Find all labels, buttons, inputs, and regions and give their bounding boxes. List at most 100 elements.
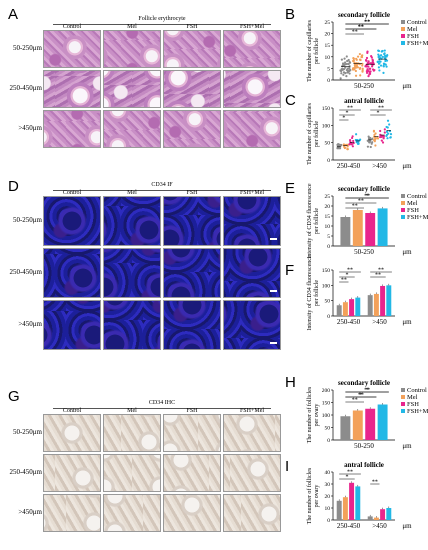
legend-swatch-B	[401, 41, 405, 45]
scatter-point-B-FSH	[365, 59, 368, 62]
legend-label-B: FSH+Mel	[407, 40, 428, 47]
scatter-point-B-Control	[348, 66, 351, 70]
sig-mark-F: **	[375, 273, 381, 279]
bar-E-Mel	[352, 210, 363, 246]
micrograph-G-r1-c1	[103, 454, 161, 492]
scatter-point-C-Mel	[373, 135, 376, 138]
micrograph-A-r1-c1	[103, 70, 161, 108]
chart-title-C: antral follicle	[344, 97, 384, 105]
sig-mark-F: **	[341, 278, 347, 284]
chart-title-E: secondary follicle	[338, 185, 390, 193]
y-axis-label-E-1: Intensity of CD34 fluorescence	[306, 183, 313, 258]
scatter-point-C-FSH	[383, 128, 386, 131]
x-tick-label-E: 50-250	[354, 248, 374, 256]
y-tick-label-H: 50	[325, 426, 331, 432]
scatter-point-B-Mel	[359, 74, 362, 77]
y-tick-label-I: 30	[325, 482, 331, 488]
bar-E-FSH+Mel	[377, 208, 388, 246]
panel-title-rule-G	[53, 408, 271, 409]
scatter-point-B-FSH+Mel	[383, 62, 386, 66]
panel-letter-C: C	[285, 92, 296, 109]
scatter-point-B-FSH	[367, 65, 370, 68]
scatter-point-B-Control	[339, 77, 342, 80]
scatter-point-B-FSH	[370, 54, 373, 58]
y-tick-label-E: 25	[325, 194, 331, 200]
y-tick-label-F: 100	[322, 283, 331, 289]
bar-I-FSH+Mel	[386, 508, 392, 520]
bar-F-Control	[367, 295, 373, 316]
legend-label-E: FSH+Mel	[407, 214, 428, 221]
scatter-point-C-FSH+Mel	[386, 137, 389, 140]
scatter-point-B-Mel	[360, 54, 364, 57]
x-unit-I: μm	[402, 522, 412, 530]
scatter-point-B-Control	[348, 69, 351, 72]
legend-swatch-B	[401, 27, 405, 31]
panel-title-G: CD34 IHC	[148, 400, 176, 406]
panel-letter-A: A	[8, 6, 19, 23]
scatter-point-B-Mel	[358, 63, 361, 66]
y-tick-label-E: 10	[325, 224, 331, 230]
panel-title-A: Follicle erythrocyte	[138, 16, 186, 22]
micrograph-G-r2-c2	[163, 494, 221, 532]
scatter-point-B-FSH+Mel	[381, 55, 385, 59]
legend-label-E: Mel	[407, 200, 418, 207]
y-tick-label-H: 0	[327, 438, 330, 444]
y-axis-label-I-2: per ovary	[314, 485, 320, 508]
scatter-point-B-FSH	[367, 75, 370, 78]
y-tick-label-C: 150	[322, 106, 331, 112]
x-tick-label-C: 250-450	[337, 162, 361, 170]
scatter-point-C-FSH+Mel	[355, 133, 358, 136]
panel-letter-H: H	[285, 374, 296, 391]
y-tick-label-B: 10	[325, 55, 331, 61]
scatter-point-C-FSH+Mel	[356, 139, 360, 142]
row-label-A-0: 50-250μm	[12, 44, 42, 52]
y-tick-label-H: 100	[322, 413, 331, 419]
scatter-point-C-Mel	[373, 133, 376, 136]
micrograph-G-r2-c3	[223, 494, 281, 532]
column-label-D-1: Mel	[127, 190, 137, 196]
row-label-G-2: >450μm	[18, 508, 42, 516]
scatter-point-B-Control	[342, 64, 346, 67]
micrograph-G-r1-c2	[163, 454, 221, 492]
scatter-point-B-Mel	[356, 55, 360, 58]
y-tick-label-C: 0	[327, 158, 330, 164]
sig-mark-I: **	[347, 470, 353, 476]
panel-letter-G: G	[8, 388, 20, 405]
scatter-point-C-FSH+Mel	[355, 141, 358, 144]
scatter-point-B-Control	[340, 58, 343, 61]
x-tick-label-H: 50-250	[354, 442, 374, 450]
micrograph-D-r0-c2	[163, 196, 221, 246]
bar-H-FSH	[365, 408, 376, 440]
legend-swatch-H	[401, 409, 405, 413]
sig-mark-E: **	[352, 204, 358, 210]
scatter-point-B-FSH+Mel	[383, 49, 386, 52]
column-label-G-2: FSH	[186, 408, 198, 414]
scatter-point-C-FSH+Mel	[389, 136, 392, 139]
bar-F-Mel	[373, 293, 379, 316]
scatter-point-B-Mel	[353, 64, 357, 67]
scatter-point-B-FSH+Mel	[379, 54, 382, 57]
micrograph-G-r0-c1	[103, 414, 161, 452]
micrograph-G-r0-c0	[43, 414, 101, 452]
scatter-point-B-Mel	[358, 52, 361, 56]
y-tick-label-F: 0	[327, 314, 330, 320]
bar-I-FSH+Mel	[355, 486, 361, 520]
scatter-point-C-FSH+Mel	[389, 133, 393, 136]
bar-E-FSH	[365, 213, 376, 246]
y-axis-label-C-2: per follicle	[313, 121, 320, 147]
scatter-point-B-Mel	[358, 67, 361, 71]
legend-label-B: FSH	[407, 33, 419, 40]
legend-swatch-E	[401, 201, 405, 205]
scatter-point-B-FSH	[367, 70, 370, 73]
scatter-point-C-Control	[369, 145, 372, 149]
legend-label-H: FSH+Mel	[407, 408, 428, 415]
scatter-point-B-Control	[344, 66, 347, 69]
scatter-point-B-FSH	[368, 72, 372, 75]
scatter-point-B-Control	[345, 55, 348, 58]
bar-F-FSH+Mel	[355, 297, 361, 316]
sig-mark-E: **	[358, 199, 364, 205]
scatter-point-B-FSH+Mel	[379, 64, 383, 67]
scatter-point-B-FSH+Mel	[382, 65, 385, 68]
scatter-point-C-FSH+Mel	[385, 130, 389, 133]
bar-I-FSH	[380, 509, 386, 520]
